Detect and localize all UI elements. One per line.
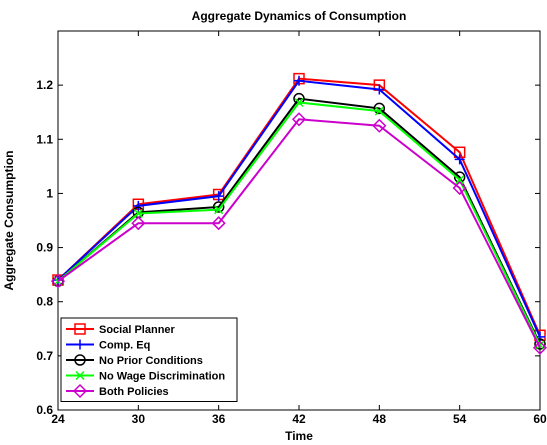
y-tick-label: 0.7 <box>36 349 53 363</box>
legend-marker <box>74 323 86 335</box>
legend-item: No Prior Conditions <box>66 354 203 367</box>
data-point <box>374 106 384 116</box>
x-tick-label: 42 <box>292 412 306 426</box>
x-tick-label: 48 <box>373 412 387 426</box>
data-point <box>294 75 304 86</box>
chart-title: Aggregate Dynamics of Consumption <box>192 9 407 23</box>
data-point <box>534 338 546 350</box>
data-point <box>211 216 226 231</box>
y-tick-label: 1.2 <box>36 78 53 92</box>
data-point <box>372 118 387 133</box>
data-point <box>133 200 144 211</box>
y-axis: 0.6 0.7 0.8 0.9 1 1.1 1.2 <box>36 78 540 417</box>
legend-marker <box>72 383 88 399</box>
x-tick-label: 60 <box>533 412 547 426</box>
legend-label: No Wage Discrimination <box>99 371 225 383</box>
legend-item: Social Planner <box>66 323 176 336</box>
legend-item: Both Policies <box>66 383 169 399</box>
y-tick-label: 1 <box>46 186 53 200</box>
data-point <box>213 191 224 202</box>
data-point <box>214 205 224 215</box>
x-tick-label: 30 <box>132 412 146 426</box>
series-4 <box>50 112 547 355</box>
y-tick-label: 0.9 <box>36 241 53 255</box>
y-tick-label: 1.1 <box>36 132 53 146</box>
legend-marker <box>74 354 86 366</box>
data-point <box>373 102 386 115</box>
data-point <box>212 201 225 213</box>
y-tick-label: 0.6 <box>36 403 53 417</box>
data-point <box>452 180 467 196</box>
legend-item: Comp. Eq <box>66 339 150 352</box>
data-point <box>50 274 66 289</box>
legend-item: No Wage Discrimination <box>66 371 225 383</box>
data-point <box>374 84 385 95</box>
x-tick-label: 36 <box>212 412 226 426</box>
series-line <box>57 97 541 345</box>
series-line <box>57 118 541 349</box>
legend-marker <box>75 370 85 381</box>
data-point <box>131 216 146 231</box>
series-1 <box>53 75 545 342</box>
data-point <box>532 340 547 355</box>
legend-label: Both Policies <box>99 386 169 398</box>
legend: Social Planner Comp. Eq No Prior Condition… <box>60 317 238 402</box>
data-point <box>455 175 465 185</box>
series-2 <box>52 92 546 350</box>
data-point <box>454 154 465 165</box>
legend-label: No Prior Conditions <box>99 355 203 367</box>
y-tick-label: 0.8 <box>36 295 53 309</box>
data-point <box>133 208 143 218</box>
legend-label: Social Planner <box>99 324 176 336</box>
x-tick-label: 54 <box>453 412 467 426</box>
data-point <box>291 112 307 127</box>
x-axis-label: Time <box>285 429 313 443</box>
legend-label: Comp. Eq <box>99 340 150 352</box>
x-axis: 24 30 36 42 48 54 60 <box>51 31 547 426</box>
y-axis-label: Aggregate Consumption <box>2 151 16 291</box>
x-tick-label: 24 <box>51 412 65 426</box>
data-point <box>294 97 304 107</box>
legend-marker <box>75 339 85 350</box>
